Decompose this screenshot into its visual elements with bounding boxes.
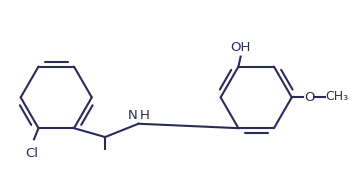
Text: CH₃: CH₃ xyxy=(325,90,348,103)
Text: N: N xyxy=(127,109,137,121)
Text: Cl: Cl xyxy=(25,147,38,160)
Text: OH: OH xyxy=(231,41,251,54)
Text: H: H xyxy=(139,109,149,121)
Text: O: O xyxy=(304,91,315,104)
